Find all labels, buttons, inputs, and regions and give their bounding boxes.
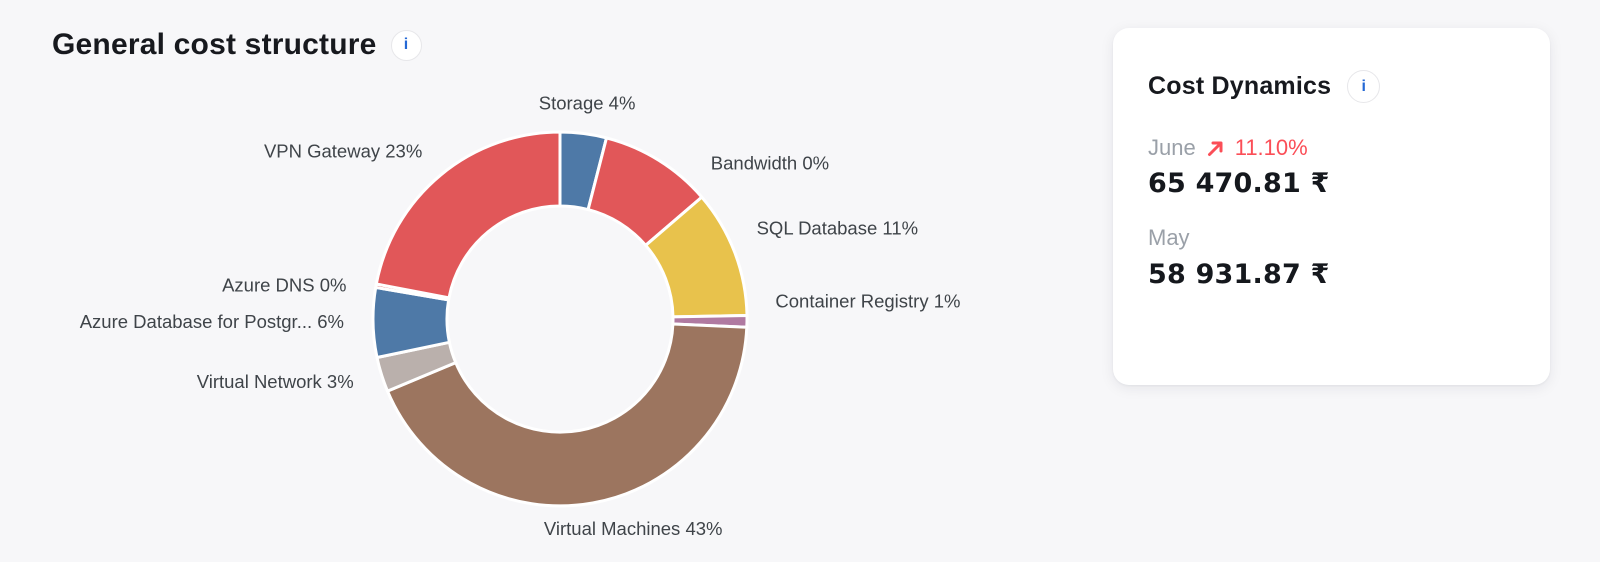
slice-label-bandwidth: Bandwidth 0% (711, 152, 829, 173)
card-title: Cost Dynamics (1148, 72, 1332, 100)
slice-label-container-registry: Container Registry 1% (775, 291, 960, 312)
info-icon[interactable]: i (390, 29, 422, 61)
cost-dynamics-card: Cost Dynamics i June 11.10% 65 470.81 ₹ … (1113, 28, 1550, 385)
cost-structure-donut-chart: Storage 4% Bandwidth 0% SQL Database 11% Co… (80, 93, 961, 540)
info-icon[interactable]: i (1347, 70, 1381, 103)
month-label: May (1148, 225, 1190, 251)
change-percent: 11.10% (1234, 135, 1308, 160)
cost-entry-june: June 11.10% 65 470.81 ₹ (1148, 135, 1520, 199)
slice-label-virtual-network: Virtual Network 3% (197, 371, 354, 392)
slice-label-azure-database-for-postgr: Azure Database for Postgr... 6% (80, 311, 344, 332)
donut-slice-virtual-machines[interactable] (386, 322, 749, 508)
info-icon-glyph: i (1361, 77, 1366, 95)
slice-label-virtual-machines: Virtual Machines 43% (544, 518, 723, 539)
cost-entry-may: May 58 931.87 ₹ (1148, 225, 1520, 289)
month-label: June (1148, 135, 1196, 160)
slice-label-storage: Storage 4% (539, 93, 636, 114)
trend-up-arrow-icon (1205, 138, 1226, 159)
chart-header: General cost structure i (52, 28, 422, 62)
cost-value: 65 470.81 ₹ (1148, 168, 1330, 200)
page-title: General cost structure (52, 28, 377, 61)
info-icon-glyph: i (403, 36, 409, 53)
donut-slice-vpn-gateway[interactable] (374, 130, 562, 300)
slice-label-vpn-gateway: VPN Gateway 23% (264, 140, 422, 161)
slice-label-azure-dns: Azure DNS 0% (222, 274, 346, 295)
cost-value: 58 931.87 ₹ (1148, 258, 1330, 290)
cost-dynamics-header: Cost Dynamics i (1148, 70, 1520, 103)
slice-label-sql-database: SQL Database 11% (757, 217, 918, 238)
